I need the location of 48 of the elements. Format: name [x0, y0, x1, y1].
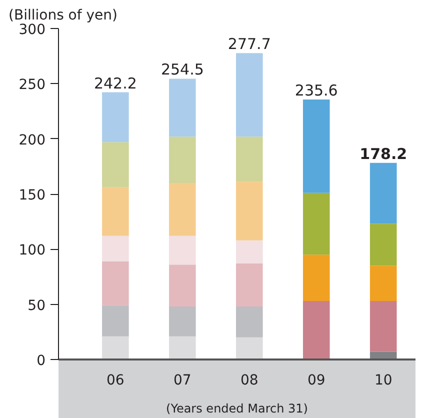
y-tick-label: 300	[18, 22, 46, 38]
x-tick-label: 08	[240, 372, 258, 388]
bar	[169, 78, 196, 137]
bar	[302, 301, 330, 360]
y-tick-label: 250	[18, 77, 46, 94]
bar	[169, 236, 196, 265]
bar	[370, 162, 397, 224]
total-label: 254.5	[160, 60, 204, 79]
x-axis-title: (Years ended March 31)	[166, 402, 308, 416]
bar	[102, 92, 129, 142]
y-tick-label: 150	[18, 188, 46, 204]
bar	[370, 301, 397, 352]
total-label: 235.6	[294, 82, 338, 100]
bar	[236, 337, 263, 360]
x-tick-label: 10	[374, 372, 392, 388]
bar	[169, 136, 196, 183]
bar	[169, 264, 196, 307]
bar	[102, 305, 129, 336]
bar	[302, 100, 330, 193]
bar	[102, 336, 129, 360]
bar	[102, 236, 129, 262]
y-axis-title: (Billions of yen)	[8, 8, 118, 24]
bar	[169, 336, 196, 360]
bar	[102, 142, 129, 188]
y-tick-label: 0	[36, 353, 46, 369]
total-label: 178.2	[360, 144, 408, 163]
bar	[302, 254, 330, 302]
bar	[169, 182, 196, 236]
bar	[236, 182, 263, 240]
bar	[370, 224, 397, 266]
bar	[302, 192, 330, 255]
x-tick-label: 09	[307, 372, 326, 388]
bar	[102, 261, 129, 306]
y-tick-label: 100	[18, 242, 46, 259]
total-label: 242.2	[94, 74, 137, 92]
total-label: 277.7	[228, 35, 271, 54]
x-tick-label: 06	[106, 372, 124, 388]
bar	[102, 187, 129, 236]
bar	[236, 53, 263, 137]
y-tick-label: 200	[18, 132, 46, 148]
x-tick-label: 07	[174, 372, 192, 388]
bar	[370, 266, 397, 302]
bar	[236, 264, 263, 307]
bar	[236, 136, 263, 182]
bar	[236, 240, 263, 264]
y-tick-label: 50	[28, 298, 46, 314]
bar	[236, 306, 263, 338]
bar	[169, 306, 196, 336]
